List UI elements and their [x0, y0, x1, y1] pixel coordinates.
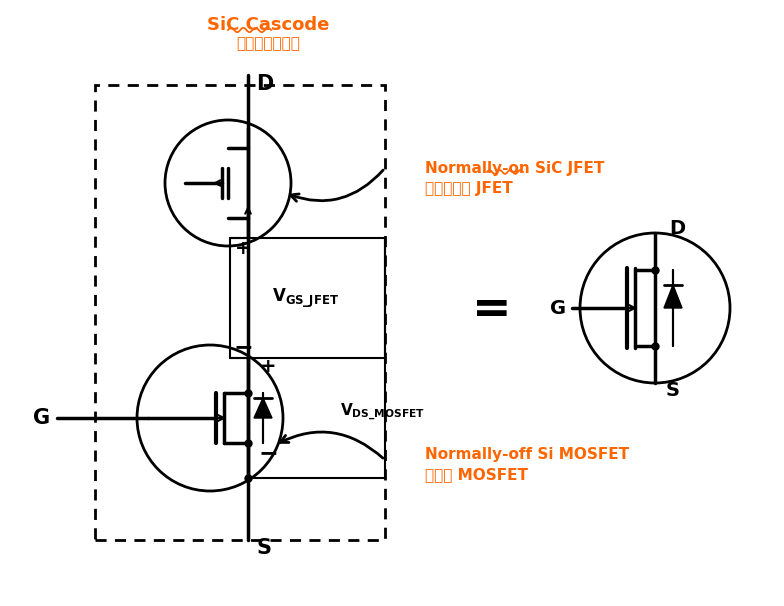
FancyArrowPatch shape — [245, 208, 251, 214]
Text: 常開碳化硅 JFET: 常開碳化硅 JFET — [425, 181, 513, 196]
Text: Normally-off Si MOSFET: Normally-off Si MOSFET — [425, 447, 629, 462]
Text: $\mathbf{V_{GS\_JFET}}$: $\mathbf{V_{GS\_JFET}}$ — [271, 287, 339, 310]
Text: D: D — [256, 74, 274, 94]
Text: −: − — [233, 335, 253, 359]
Text: =: = — [472, 287, 512, 333]
Text: −: − — [258, 441, 278, 465]
Text: D: D — [669, 219, 685, 238]
FancyArrowPatch shape — [629, 305, 635, 311]
Polygon shape — [254, 398, 272, 418]
Text: SiC Cascode: SiC Cascode — [207, 16, 329, 34]
Text: 常關硅 MOSFET: 常關硅 MOSFET — [425, 467, 528, 482]
FancyArrowPatch shape — [218, 415, 224, 421]
Text: Normally-on SiC JFET: Normally-on SiC JFET — [425, 161, 604, 176]
Text: +: + — [260, 358, 276, 376]
Text: S: S — [666, 381, 680, 399]
FancyArrowPatch shape — [280, 432, 383, 458]
Text: 碳化硅共源共柵: 碳化硅共源共柵 — [236, 36, 300, 52]
FancyArrowPatch shape — [291, 170, 383, 201]
Polygon shape — [664, 285, 682, 308]
Text: $\mathbf{V_{DS\_MOSFET}}$: $\mathbf{V_{DS\_MOSFET}}$ — [340, 402, 425, 422]
Text: +: + — [234, 239, 251, 258]
Bar — [95, 85, 385, 540]
FancyArrowPatch shape — [215, 180, 220, 186]
Text: G: G — [34, 408, 50, 428]
Text: G: G — [550, 299, 566, 318]
Text: S: S — [256, 538, 271, 558]
